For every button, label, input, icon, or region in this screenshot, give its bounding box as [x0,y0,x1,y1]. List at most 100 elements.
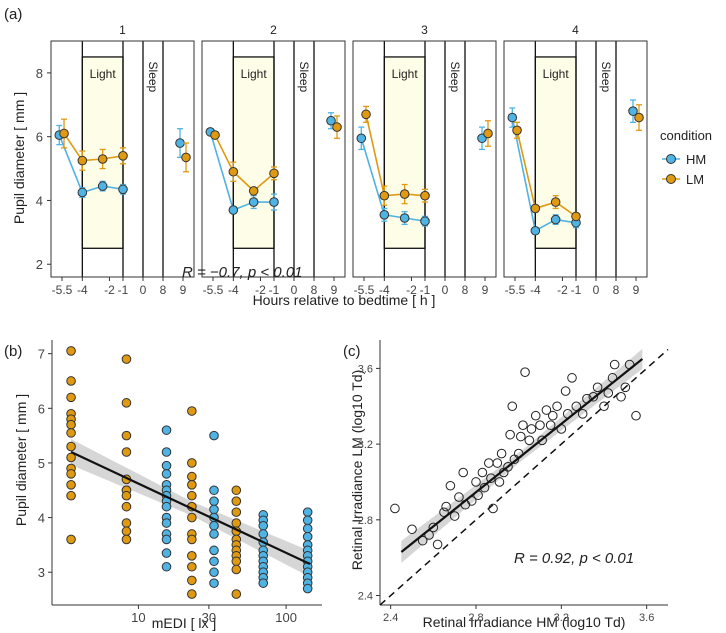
panel-b-xlabel: mEDI [ lx ] [152,615,217,631]
data-point [66,392,76,403]
data-point [121,518,132,528]
panel-a: (a) Pupil diameter [ mm ] Hours relative… [4,6,712,308]
sleep-label: Sleep [599,62,613,93]
data-point [526,424,537,434]
panel-b-label: (b) [4,343,22,360]
light-label: Light [90,67,117,81]
x-tick-label: -1 [118,283,129,297]
data-point [454,492,464,502]
x-tick-label: 9 [482,283,489,297]
series-line-hm [511,117,577,232]
data-point [187,479,197,490]
data-point-hm [97,181,108,191]
panel-c-annotation: R = 0.92, p < 0.01 [514,550,634,567]
data-point [302,523,313,534]
data-point-hm [379,210,390,220]
panel-b-annotation: R = −0.7, p < 0.01 [182,264,303,281]
series-line-lm [365,114,426,197]
data-point-lm [379,190,390,201]
data-point [209,496,219,506]
data-point [599,401,609,412]
data-point-hm [326,115,336,126]
data-point [484,458,494,468]
data-point [187,458,197,468]
data-point [505,429,515,440]
data-point-lm [77,155,88,166]
data-point-lm [97,154,108,164]
x-tick-label: 0 [291,283,298,297]
panel-c-label: (c) [343,343,361,360]
data-point-lm [269,168,279,179]
legend-item-lm: LM [662,172,704,187]
data-point [503,462,513,472]
series-line-lm [214,134,275,192]
sleep-label: Sleep [146,62,160,93]
data-point [302,583,313,594]
x-tick-label: -1 [420,283,431,297]
data-point [620,382,631,393]
x-tick-label: -2 [104,283,115,297]
panel-b-ylabel: Pupil diameter [ mm ] [13,394,29,526]
x-tick-label: 8 [160,283,167,297]
panel-a-xlabel: Hours relative to bedtime [ h ] [253,292,436,308]
y-tick-label: 7 [38,347,45,362]
data-point-hm [628,106,638,116]
y-tick-label: 3 [38,565,45,580]
y-tick-label: 2.4 [358,591,373,603]
data-point [516,431,526,442]
data-point [187,490,197,501]
data-point [66,469,76,479]
regression-line [400,358,644,553]
data-point [187,589,197,599]
y-tick-label: 8 [36,66,43,81]
data-point [407,524,417,535]
data-point [449,511,460,521]
x-tick-label: -4 [77,283,88,297]
data-point [492,458,503,468]
sleep-label: Sleep [448,62,462,93]
data-point-hm [248,197,259,207]
y-tick-label: 6 [36,130,43,145]
facet-frame [352,40,497,278]
facet-3: 3 Light Sleep -5.5 -4 -2 -1 0 8 9 [352,23,497,297]
data-point [161,425,172,435]
data-point-hm [507,112,518,123]
y-tick-label: 3.6 [358,363,373,375]
data-point [535,420,545,430]
data-point [209,556,219,567]
facet-frame [503,40,648,278]
data-point [209,504,219,515]
data-point [524,435,535,446]
x-tick-label: -5.5 [505,283,526,297]
series-line-hm [209,131,274,212]
x-tick-label: 8 [462,283,469,297]
data-point [209,430,219,441]
data-point [121,526,132,537]
panel-c-plot: 2.4 2.8 3.2 3.6 2.4 2.8 3.2 3.6 [358,340,669,624]
data-point [588,391,599,402]
data-point [390,503,400,514]
y-tick-label: 5 [38,456,45,471]
x-tick-label: 9 [633,283,640,297]
data-point-hm [77,187,88,198]
data-point-lm [550,197,561,207]
data-point [66,490,76,501]
legend-hm-marker [666,154,676,164]
data-point [121,354,132,364]
data-point [302,531,313,542]
x-tick-label: 8 [311,283,318,297]
x-tick-label: 8 [613,283,620,297]
facet-4: 4 Light Sleep -5.5 -4 -2 -1 0 8 9 [503,23,648,297]
data-point [417,535,428,546]
identity-line [379,348,669,606]
x-tick-label: -1 [269,283,280,297]
panel-a-ylabel: Pupil diameter [ mm ] [11,92,27,224]
data-point [161,518,172,528]
y-tick-label: 4 [38,511,45,526]
y-tick-label: 3.2 [358,439,373,451]
regression-line [70,451,311,566]
data-point [161,447,172,457]
data-point [187,406,197,416]
data-point [545,420,556,430]
data-point [187,551,197,561]
